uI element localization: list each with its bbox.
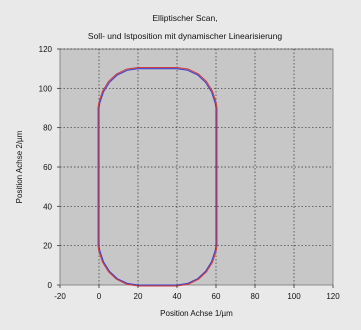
y-tick-label: 80 <box>43 124 52 133</box>
x-tick-label: 40 <box>173 292 182 301</box>
x-tick-label: -20 <box>54 292 66 301</box>
x-tick-label: 60 <box>212 292 221 301</box>
chart-subtitle: Soll- und Istposition mit dynamischer Li… <box>88 31 282 41</box>
y-tick-label: 120 <box>39 45 53 54</box>
y-tick-label: 20 <box>43 242 52 251</box>
y-tick-label: 0 <box>48 281 53 290</box>
x-tick-label: 100 <box>287 292 301 301</box>
x-axis-label: Position Achse 1/µm <box>160 309 233 318</box>
x-tick-label: 0 <box>97 292 102 301</box>
x-tick-label: 20 <box>134 292 143 301</box>
series-line-1 <box>98 68 217 286</box>
x-tick-label: 120 <box>326 292 340 301</box>
y-tick-label: 100 <box>39 84 53 93</box>
y-tick-label: 60 <box>43 163 52 172</box>
series-line-2 <box>97 66 218 287</box>
y-tick-label: 40 <box>43 202 52 211</box>
y-axis-label: Position Achse 2/µm <box>15 130 24 203</box>
x-tick-label: 80 <box>251 292 260 301</box>
chart-title: Elliptischer Scan, <box>152 13 217 23</box>
